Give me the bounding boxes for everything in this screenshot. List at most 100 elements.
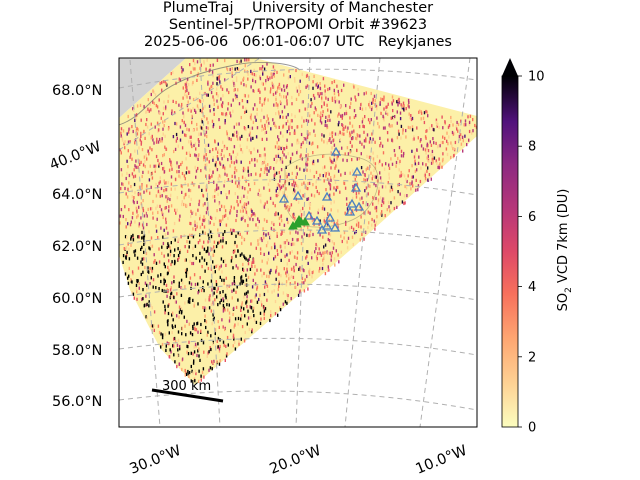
so2-pixel — [387, 200, 390, 204]
so2-pixel — [295, 97, 298, 101]
so2-pixel — [159, 176, 161, 180]
so2-pixel — [464, 119, 467, 123]
so2-pixel — [395, 164, 397, 168]
so2-pixel — [250, 85, 252, 89]
so2-pixel — [386, 112, 389, 116]
so2-pixel — [207, 80, 209, 84]
so2-pixel — [241, 216, 243, 220]
so2-pixel — [254, 295, 256, 299]
so2-pixel — [374, 175, 377, 179]
so2-pixel — [327, 237, 329, 242]
so2-pixel — [171, 311, 174, 315]
so2-pixel — [230, 103, 232, 107]
so2-pixel — [238, 181, 240, 185]
so2-pixel — [400, 149, 403, 153]
so2-pixel — [318, 94, 320, 98]
so2-pixel — [276, 141, 278, 145]
so2-pixel — [177, 348, 179, 352]
so2-pixel — [195, 175, 197, 179]
so2-pixel — [223, 154, 225, 158]
so2-pixel — [245, 273, 247, 277]
so2-pixel — [204, 105, 206, 109]
so2-pixel — [216, 87, 218, 91]
so2-pixel — [261, 259, 263, 263]
so2-pixel — [291, 152, 294, 156]
so2-pixel — [257, 217, 259, 221]
so2-pixel — [224, 172, 226, 176]
so2-pixel — [308, 268, 311, 272]
so2-pixel — [288, 178, 290, 182]
so2-pixel — [181, 70, 183, 74]
so2-pixel — [372, 196, 374, 200]
so2-pixel — [260, 154, 263, 158]
so2-pixel — [146, 125, 149, 129]
so2-pixel — [129, 126, 131, 131]
so2-pixel — [173, 275, 175, 279]
so2-pixel — [233, 325, 235, 329]
so2-pixel — [312, 161, 314, 165]
so2-pixel — [195, 256, 197, 260]
so2-pixel — [329, 193, 331, 197]
so2-pixel — [250, 315, 252, 319]
so2-pixel — [294, 131, 296, 135]
so2-pixel — [296, 138, 299, 142]
so2-pixel — [362, 124, 364, 128]
so2-pixel — [272, 201, 274, 205]
so2-pixel — [330, 208, 332, 212]
so2-pixel — [223, 205, 226, 209]
so2-pixel — [194, 67, 196, 71]
so2-pixel — [174, 339, 177, 344]
so2-pixel — [357, 224, 360, 229]
so2-pixel — [282, 291, 285, 295]
so2-pixel — [160, 273, 162, 277]
so2-pixel — [219, 344, 221, 349]
so2-pixel — [257, 226, 259, 230]
so2-pixel — [394, 153, 396, 157]
so2-pixel — [204, 133, 206, 137]
so2-pixel — [144, 159, 146, 163]
so2-pixel — [126, 253, 128, 257]
so2-pixel — [375, 196, 377, 201]
so2-pixel — [324, 250, 326, 255]
so2-pixel — [219, 359, 221, 363]
so2-pixel — [349, 140, 352, 144]
so2-pixel — [282, 115, 284, 119]
so2-pixel — [153, 164, 155, 168]
so2-pixel — [203, 240, 205, 244]
so2-pixel — [240, 115, 242, 120]
so2-pixel — [207, 233, 210, 237]
so2-pixel — [328, 239, 331, 243]
so2-pixel — [202, 92, 205, 96]
so2-pixel — [345, 197, 348, 201]
so2-pixel — [194, 223, 196, 227]
so2-pixel — [185, 81, 188, 85]
so2-pixel — [141, 184, 143, 188]
so2-pixel — [225, 296, 227, 300]
so2-pixel — [274, 204, 276, 208]
so2-pixel — [224, 358, 226, 362]
so2-pixel — [146, 302, 148, 306]
so2-pixel — [402, 173, 404, 177]
so2-pixel — [138, 286, 140, 290]
so2-pixel — [251, 285, 254, 289]
so2-pixel — [255, 118, 257, 122]
so2-pixel — [460, 142, 463, 146]
so2-pixel — [353, 115, 356, 119]
so2-pixel — [241, 175, 244, 179]
so2-pixel — [279, 189, 281, 193]
so2-pixel — [277, 313, 279, 317]
so2-pixel — [302, 100, 304, 104]
so2-pixel — [277, 86, 279, 90]
so2-pixel — [206, 117, 208, 121]
so2-pixel — [442, 126, 444, 130]
so2-pixel — [265, 130, 268, 134]
so2-pixel — [321, 105, 323, 109]
so2-pixel — [190, 214, 192, 219]
so2-pixel — [277, 252, 279, 256]
so2-pixel — [275, 154, 277, 158]
so2-pixel — [402, 154, 405, 158]
so2-pixel — [190, 142, 192, 146]
so2-pixel — [169, 348, 171, 352]
so2-pixel — [231, 282, 234, 286]
so2-pixel — [143, 238, 145, 243]
